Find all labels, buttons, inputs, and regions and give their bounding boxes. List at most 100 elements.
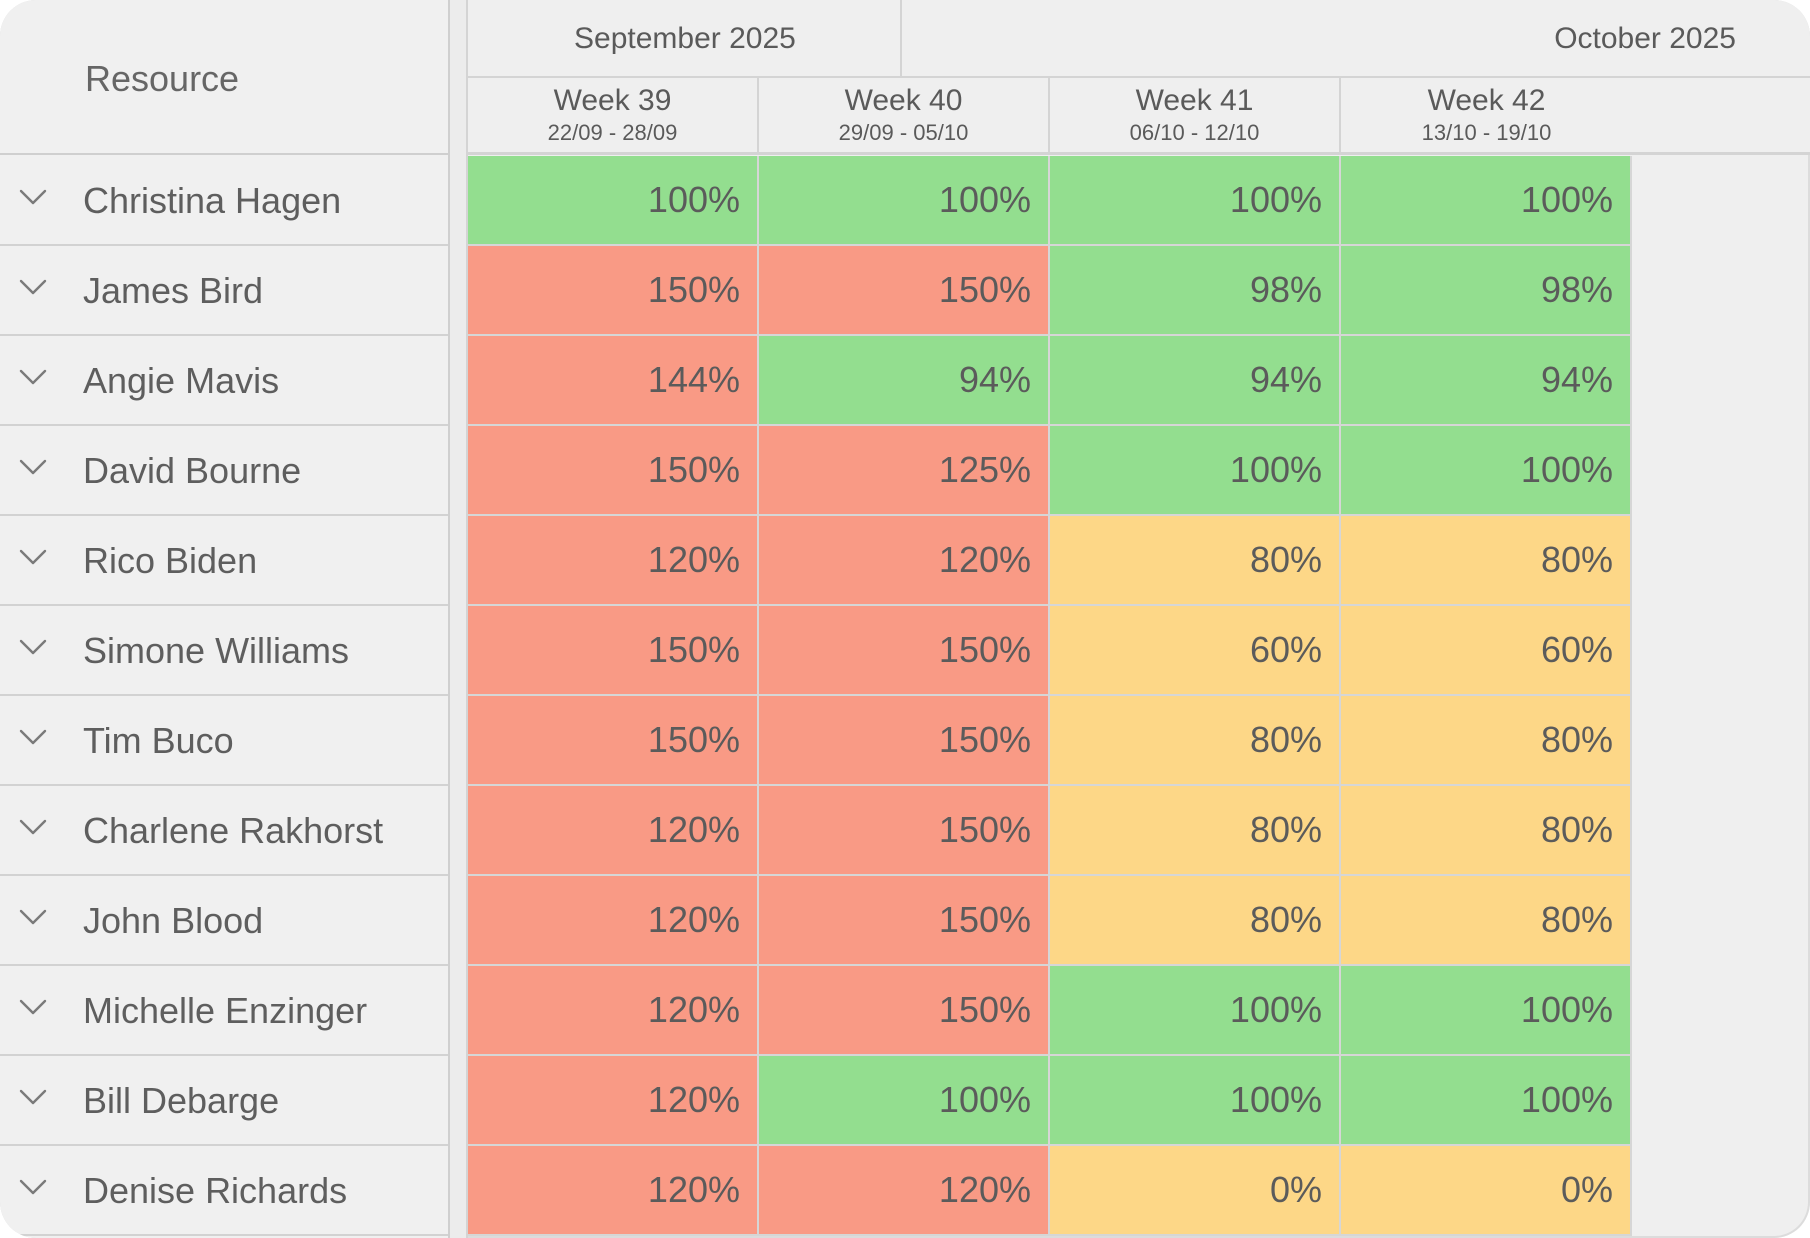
utilization-cell[interactable]: 150% <box>759 606 1050 696</box>
utilization-cell[interactable]: 80% <box>1341 516 1632 606</box>
utilization-cell[interactable]: 60% <box>1341 606 1632 696</box>
column-splitter[interactable] <box>450 0 468 1238</box>
week-date-range: 22/09 - 28/09 <box>547 120 678 145</box>
resource-row[interactable]: Bill Debarge <box>0 1056 448 1146</box>
utilization-cell[interactable]: 100% <box>1341 426 1632 516</box>
chevron-down-icon[interactable] <box>18 812 48 842</box>
utilization-cell[interactable]: 120% <box>468 1056 759 1146</box>
utilization-cell[interactable]: 100% <box>1341 156 1632 246</box>
utilization-cell[interactable]: 150% <box>468 606 759 696</box>
utilization-cell[interactable]: 0% <box>1050 1146 1341 1236</box>
utilization-cell[interactable]: 150% <box>468 246 759 336</box>
utilization-cell[interactable]: 120% <box>468 966 759 1056</box>
week-date-range: 13/10 - 19/10 <box>1421 120 1552 145</box>
resource-row[interactable]: Charlene Rakhorst <box>0 786 448 876</box>
resource-name: Angie Mavis <box>83 360 280 401</box>
utilization-cell[interactable]: 100% <box>1341 966 1632 1056</box>
utilization-cell[interactable]: 94% <box>759 336 1050 426</box>
utilization-cell[interactable]: 80% <box>1341 786 1632 876</box>
utilization-cell[interactable]: 0% <box>1341 1146 1632 1236</box>
week-label: Week 40 <box>844 84 963 117</box>
week-header-41[interactable]: Week 41 06/10 - 12/10 <box>1050 78 1341 152</box>
resource-name: Christina Hagen <box>83 180 342 221</box>
resource-row[interactable]: Simone Williams <box>0 606 448 696</box>
utilization-cell[interactable]: 150% <box>759 876 1050 966</box>
week-label: Week 41 <box>1135 84 1254 117</box>
utilization-cell[interactable]: 120% <box>759 1146 1050 1236</box>
chevron-down-icon[interactable] <box>18 272 48 302</box>
utilization-cell[interactable]: 94% <box>1050 336 1341 426</box>
chevron-down-icon[interactable] <box>18 992 48 1022</box>
resource-row[interactable]: Rico Biden <box>0 516 448 606</box>
utilization-cell[interactable]: 100% <box>759 156 1050 246</box>
month-label: October 2025 <box>1554 22 1736 55</box>
utilization-cell[interactable]: 120% <box>468 876 759 966</box>
resource-row[interactable]: John Blood <box>0 876 448 966</box>
resource-name: Bill Debarge <box>83 1080 280 1121</box>
utilization-cell[interactable]: 150% <box>468 426 759 516</box>
resource-row[interactable]: Denise Richards <box>0 1146 448 1236</box>
utilization-cell[interactable]: 80% <box>1341 876 1632 966</box>
utilization-cell[interactable]: 120% <box>759 516 1050 606</box>
utilization-cell[interactable]: 100% <box>1050 966 1341 1056</box>
week-date-range: 06/10 - 12/10 <box>1129 120 1260 145</box>
chevron-down-icon[interactable] <box>18 1172 48 1202</box>
utilization-cell[interactable]: 100% <box>1050 156 1341 246</box>
utilization-cell[interactable]: 100% <box>468 156 759 246</box>
utilization-cell[interactable]: 80% <box>1341 696 1632 786</box>
chevron-down-icon[interactable] <box>18 542 48 572</box>
utilization-cell[interactable]: 98% <box>1050 246 1341 336</box>
utilization-cell[interactable]: 80% <box>1050 786 1341 876</box>
week-label: Week 42 <box>1427 84 1546 117</box>
resource-name: David Bourne <box>83 450 302 491</box>
utilization-cell[interactable]: 80% <box>1050 516 1341 606</box>
utilization-cell[interactable]: 100% <box>1050 426 1341 516</box>
utilization-cell[interactable]: 100% <box>1050 1056 1341 1146</box>
utilization-cell[interactable]: 100% <box>1341 1056 1632 1146</box>
resource-name: Denise Richards <box>83 1170 348 1211</box>
chevron-down-icon[interactable] <box>18 1082 48 1112</box>
week-header-40[interactable]: Week 40 29/09 - 05/10 <box>759 78 1050 152</box>
week-header-row: Week 39 22/09 - 28/09 Week 40 29/09 - 05… <box>468 78 1810 155</box>
utilization-cell[interactable]: 80% <box>1050 696 1341 786</box>
utilization-cell[interactable]: 150% <box>468 696 759 786</box>
utilization-cell[interactable]: 94% <box>1341 336 1632 426</box>
utilization-cell[interactable]: 125% <box>759 426 1050 516</box>
resource-row[interactable]: Michelle Enzinger <box>0 966 448 1056</box>
utilization-cell[interactable]: 150% <box>759 696 1050 786</box>
resource-row[interactable]: David Bourne <box>0 426 448 516</box>
utilization-cell[interactable]: 120% <box>468 1146 759 1236</box>
resource-row[interactable]: James Bird <box>0 246 448 336</box>
chevron-down-icon[interactable] <box>18 182 48 212</box>
week-date-range: 29/09 - 05/10 <box>838 120 969 145</box>
resource-column-header[interactable]: Resource <box>0 0 448 155</box>
utilization-cell[interactable]: 98% <box>1341 246 1632 336</box>
utilization-cell[interactable]: 150% <box>759 786 1050 876</box>
chevron-down-icon[interactable] <box>18 452 48 482</box>
week-header-42[interactable]: Week 42 13/10 - 19/10 <box>1341 78 1810 152</box>
utilization-cell[interactable]: 120% <box>468 516 759 606</box>
month-header-september: September 2025 <box>468 0 902 76</box>
chevron-down-icon[interactable] <box>18 722 48 752</box>
utilization-cell[interactable]: 120% <box>468 786 759 876</box>
week-header-39[interactable]: Week 39 22/09 - 28/09 <box>468 78 759 152</box>
chevron-down-icon[interactable] <box>18 632 48 662</box>
chevron-down-icon[interactable] <box>18 362 48 392</box>
resource-name: Tim Buco <box>83 720 234 761</box>
utilization-cell[interactable]: 150% <box>759 246 1050 336</box>
month-label: September 2025 <box>574 22 796 55</box>
month-header-october: October 2025 <box>902 0 1810 76</box>
utilization-cell[interactable]: 100% <box>759 1056 1050 1146</box>
utilization-cell[interactable]: 150% <box>759 966 1050 1056</box>
utilization-cell[interactable]: 144% <box>468 336 759 426</box>
timeline: September 2025 October 2025 Week 39 22/0… <box>468 0 1810 1238</box>
resource-row[interactable]: Angie Mavis <box>0 336 448 426</box>
resource-name: Charlene Rakhorst <box>83 810 384 851</box>
chevron-down-icon[interactable] <box>18 902 48 932</box>
resource-row[interactable]: Tim Buco <box>0 696 448 786</box>
resource-row[interactable]: Christina Hagen <box>0 156 448 246</box>
resource-name: Simone Williams <box>83 630 350 671</box>
utilization-cell[interactable]: 80% <box>1050 876 1341 966</box>
utilization-cell[interactable]: 60% <box>1050 606 1341 696</box>
